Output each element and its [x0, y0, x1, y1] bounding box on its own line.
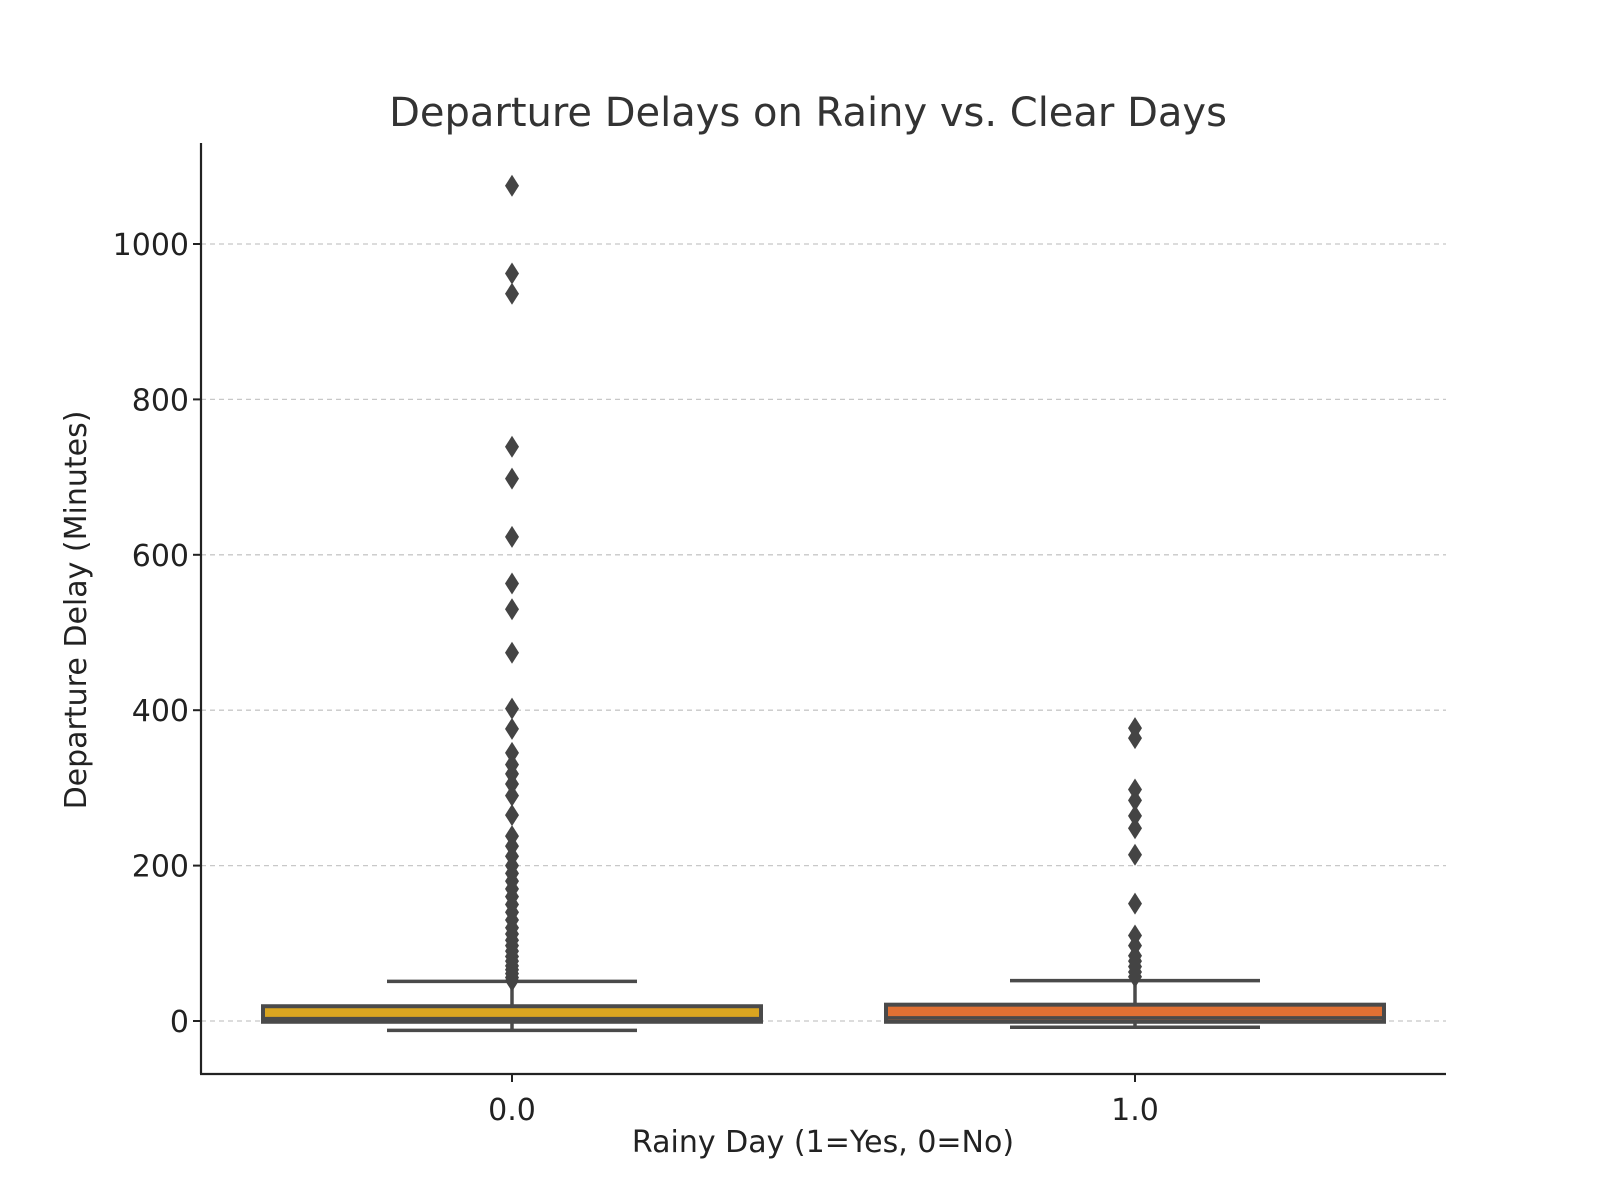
outlier-point [505, 572, 519, 595]
box-group-0.0 [261, 174, 763, 1033]
x-axis-ticks: 0.0 1.0 [488, 1074, 1159, 1128]
outlier-point [505, 784, 519, 807]
y-tick-label: 1000 [113, 228, 189, 263]
outlier-point [505, 435, 519, 458]
y-tick-label: 400 [132, 694, 189, 729]
outlier-point [1128, 892, 1142, 915]
outlier-point [505, 467, 519, 490]
box-group-1.0 [884, 717, 1386, 1029]
outlier-point [505, 525, 519, 548]
outlier-point [1128, 843, 1142, 866]
grid-lines [201, 243, 1446, 1022]
outlier-point [505, 174, 519, 197]
outlier-point [1128, 804, 1142, 827]
outlier-point [505, 773, 519, 796]
outlier-point [505, 641, 519, 664]
x-tick-label: 1.0 [1111, 1093, 1159, 1128]
outlier-point [505, 697, 519, 720]
x-axis-label: Rainy Day (1=Yes, 0=No) [632, 1125, 1014, 1160]
y-axis-ticks: 0 200 400 600 800 1000 [113, 228, 201, 1040]
outlier-point [1128, 965, 1142, 988]
outlier-point [1128, 817, 1142, 840]
y-tick-label: 600 [132, 539, 189, 574]
y-tick-label: 0 [170, 1005, 189, 1040]
outlier-point [505, 741, 519, 764]
y-axis-label: Departure Delay (Minutes) [59, 411, 94, 810]
outlier-point [505, 598, 519, 621]
chart-title: Departure Delays on Rainy vs. Clear Days [389, 90, 1227, 136]
boxes [261, 174, 1386, 1033]
y-tick-label: 200 [132, 850, 189, 885]
outlier-point [1128, 789, 1142, 812]
outlier-point [505, 282, 519, 305]
outlier-point [505, 969, 519, 992]
outlier-point [505, 262, 519, 285]
outlier-point [1128, 727, 1142, 750]
outlier-point [505, 804, 519, 827]
outlier-point [505, 717, 519, 740]
x-tick-label: 0.0 [488, 1093, 536, 1128]
y-tick-label: 800 [132, 383, 189, 418]
